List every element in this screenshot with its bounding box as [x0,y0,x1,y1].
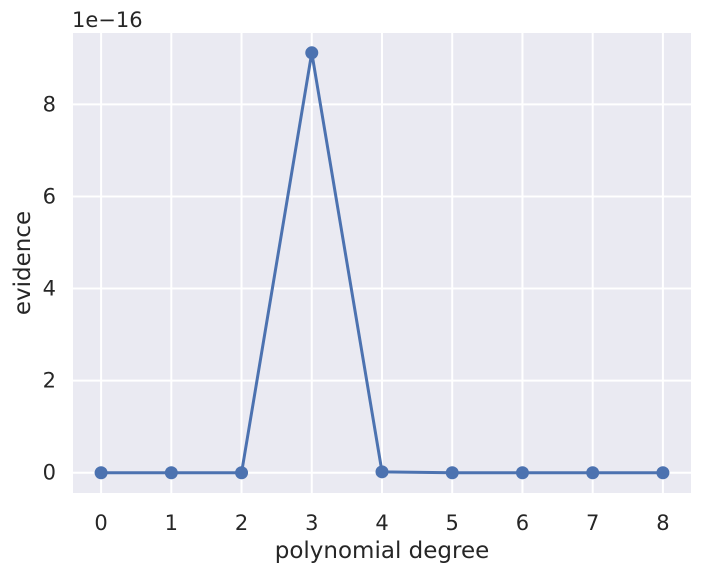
y-tick-label: 2 [43,369,56,393]
x-tick-label: 8 [656,511,669,535]
x-tick-label: 2 [235,511,248,535]
x-tick-label: 0 [94,511,107,535]
data-point [656,466,670,480]
data-point [445,466,459,480]
y-tick-labels: 0 2 4 6 8 [43,92,56,484]
data-point [586,466,600,480]
series-layer [94,46,670,480]
x-tick-label: 7 [586,511,599,535]
y-tick-label: 6 [43,184,56,208]
y-offset-label: 1e−16 [72,8,143,32]
y-axis-label: evidence [10,211,36,315]
y-tick-label: 4 [43,277,56,301]
data-point [94,466,108,480]
y-tick-label: 8 [43,92,56,116]
data-point [305,46,319,60]
data-point [164,466,178,480]
data-point [235,466,249,480]
data-point [515,466,529,480]
x-tick-label: 3 [305,511,318,535]
x-tick-label: 1 [165,511,178,535]
x-tick-label: 4 [375,511,388,535]
x-tick-label: 5 [446,511,459,535]
x-axis-label: polynomial degree [275,538,490,564]
x-tick-labels: 0 1 2 3 4 5 6 7 8 [94,511,669,535]
y-tick-label: 0 [43,461,56,485]
data-point [375,465,389,479]
x-tick-label: 6 [516,511,529,535]
